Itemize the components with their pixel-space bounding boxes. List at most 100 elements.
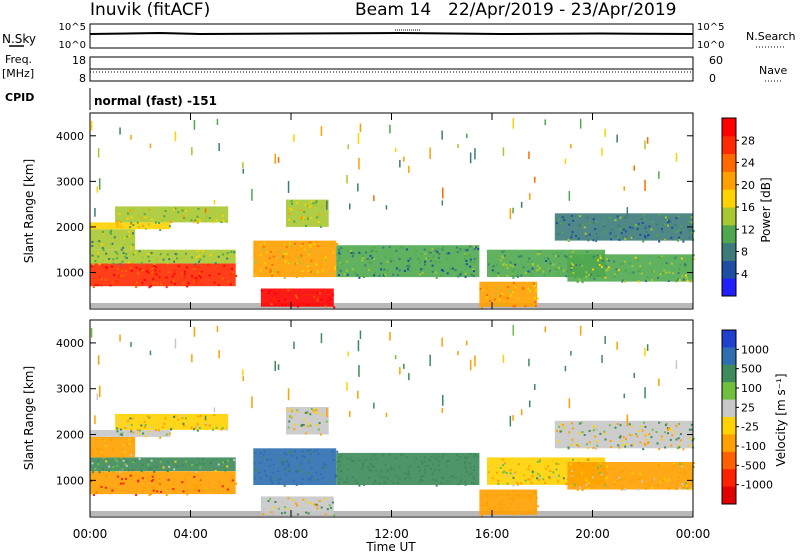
data-cell	[266, 458, 269, 461]
data-cell	[492, 476, 495, 478]
data-cell	[614, 273, 616, 276]
data-region	[567, 254, 693, 282]
data-cell	[396, 274, 399, 276]
data-region	[90, 457, 236, 472]
data-cell	[617, 476, 620, 479]
data-cell	[290, 200, 293, 203]
data-cell	[563, 219, 566, 222]
data-cell	[253, 254, 256, 257]
data-cell	[604, 438, 607, 441]
data-cell	[665, 215, 668, 218]
data-cell	[527, 495, 530, 498]
data-cell	[292, 291, 295, 294]
data-cell	[527, 468, 530, 471]
data-cell	[132, 253, 135, 256]
data-cell	[350, 249, 352, 252]
data-cell	[522, 287, 525, 290]
data-cell	[294, 262, 297, 265]
data-cell	[112, 470, 115, 473]
data-cell	[105, 268, 108, 271]
data-cell	[364, 251, 367, 254]
data-cell	[592, 239, 595, 242]
data-cell	[221, 485, 224, 488]
data-cell	[562, 423, 565, 426]
data-cell	[207, 471, 210, 474]
data-cell	[454, 269, 457, 272]
data-cell	[604, 262, 606, 265]
data-cell	[289, 244, 292, 247]
data-cell	[310, 408, 313, 411]
data-cell	[315, 263, 318, 266]
data-cell	[438, 460, 441, 463]
power-colorbar-label: Power [dB]	[759, 177, 773, 242]
sparse-echo	[512, 415, 514, 421]
sparse-echo	[218, 350, 220, 359]
data-cell	[195, 263, 198, 266]
data-cell	[663, 431, 666, 434]
data-cell	[524, 479, 527, 482]
data-cell	[124, 427, 127, 429]
data-cell	[650, 228, 653, 231]
data-cell	[473, 248, 476, 251]
data-cell	[514, 494, 517, 497]
data-cell	[578, 278, 581, 281]
data-cell	[281, 512, 283, 515]
data-cell	[642, 214, 645, 217]
data-cell	[322, 462, 325, 465]
sparse-echo	[287, 388, 290, 401]
data-cell	[322, 466, 325, 469]
data-cell	[592, 426, 595, 428]
data-cell	[560, 252, 563, 255]
data-cell	[637, 280, 640, 283]
data-cell	[562, 216, 565, 219]
data-cell	[289, 207, 291, 210]
data-cell	[149, 285, 152, 288]
data-cell	[309, 451, 311, 454]
data-cell	[153, 480, 156, 483]
data-cell	[571, 231, 574, 234]
data-cell	[153, 272, 156, 275]
data-cell	[667, 224, 669, 227]
data-cell	[269, 476, 272, 479]
data-cell	[162, 466, 165, 469]
sparse-echo	[99, 385, 101, 398]
data-cell	[429, 459, 432, 462]
data-cell	[536, 297, 539, 300]
data-cell	[120, 274, 122, 277]
data-cell	[688, 444, 691, 447]
data-cell	[571, 438, 574, 441]
data-cell	[304, 411, 307, 414]
data-cell	[309, 217, 312, 220]
data-cell	[586, 424, 589, 427]
data-cell	[473, 258, 476, 260]
data-cell	[651, 271, 654, 273]
data-cell	[527, 478, 530, 481]
data-cell	[183, 481, 186, 484]
data-cell	[506, 507, 509, 510]
data-cell	[675, 217, 678, 220]
data-cell	[486, 296, 489, 299]
data-cell	[336, 243, 339, 245]
data-cell	[622, 228, 625, 231]
data-cell	[370, 261, 373, 264]
data-cell	[506, 475, 509, 477]
data-cell	[384, 273, 387, 276]
data-cell	[274, 501, 277, 503]
data-cell	[258, 471, 261, 474]
data-cell	[640, 425, 643, 428]
data-cell	[465, 471, 468, 473]
data-region	[90, 222, 171, 230]
data-cell	[286, 409, 289, 412]
data-cell	[194, 426, 197, 429]
data-cell	[520, 255, 523, 258]
data-cell	[121, 224, 124, 227]
colorbar-tick-label: 24	[741, 157, 755, 170]
sparse-echo	[529, 193, 531, 200]
data-cell	[629, 433, 631, 436]
data-cell	[682, 240, 685, 243]
colorbar-tick-label: 25	[741, 401, 755, 414]
data-cell	[278, 457, 281, 460]
data-cell	[300, 217, 303, 220]
data-cell	[286, 201, 289, 204]
data-cell	[183, 273, 186, 276]
